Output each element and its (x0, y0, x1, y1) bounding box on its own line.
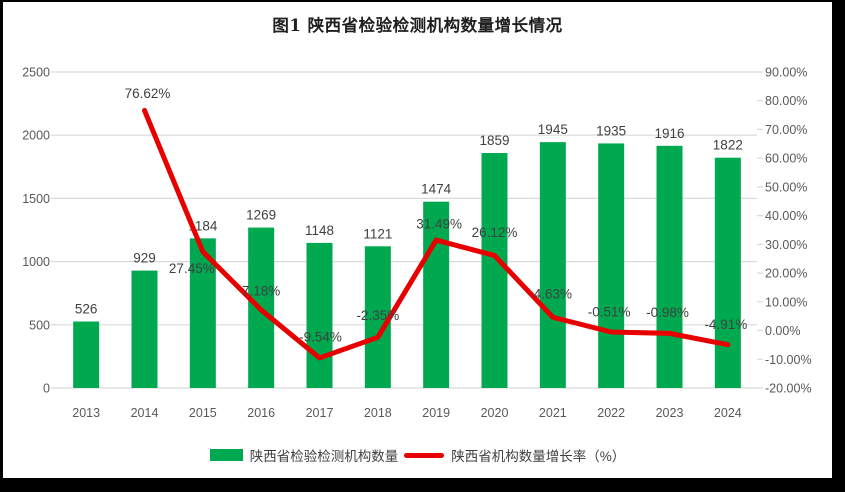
right-axis-tick-label: 20.00% (765, 267, 807, 281)
rate-value-label: -0.98% (646, 305, 689, 320)
rate-value-label: -2.35% (356, 308, 399, 323)
rate-value-label: 27.45% (169, 261, 215, 276)
x-axis-year-label: 2018 (364, 406, 392, 420)
x-axis-year-label: 2021 (539, 406, 567, 420)
bar-2023 (656, 145, 683, 388)
rate-value-label: 26.12% (472, 225, 518, 240)
left-axis-tick-label: 1000 (22, 255, 50, 269)
rate-value-label: 4.63% (534, 287, 572, 302)
rate-value-label: 31.49% (416, 217, 462, 232)
x-axis-year-label: 2024 (714, 406, 742, 420)
right-axis-tick-label: 60.00% (765, 152, 807, 166)
bar-2024 (714, 157, 741, 388)
x-axis-year-label: 2022 (597, 406, 625, 420)
bar-value-label: 929 (133, 251, 156, 266)
bar-value-label: 1935 (596, 123, 626, 138)
right-axis-tick-label: -10.00% (765, 353, 812, 367)
left-axis-tick-label: 500 (29, 318, 50, 332)
right-axis-tick-label: 50.00% (765, 180, 807, 194)
legend-label-bar-series: 陕西省检验检测机构数量 (249, 449, 399, 464)
x-axis-year-label: 2013 (72, 406, 100, 420)
left-axis-tick-label: 1500 (22, 192, 50, 206)
bar-2014 (131, 270, 158, 388)
bar-2020 (481, 153, 508, 388)
rate-value-label: 7.18% (242, 283, 280, 298)
bar-value-label: 1121 (363, 226, 392, 241)
rate-value-label: -0.51% (588, 305, 631, 320)
legend-item-bar-series: 陕西省检验检测机构数量 (209, 445, 399, 465)
x-axis-year-label: 2023 (656, 406, 684, 420)
bar-series-swatch-icon (209, 449, 243, 461)
x-axis-year-label: 2019 (422, 406, 450, 420)
bar-2019 (423, 201, 450, 388)
right-axis-tick-label: 70.00% (765, 123, 807, 137)
bar-value-label: 1822 (713, 138, 743, 153)
right-axis-tick-label: 10.00% (765, 295, 807, 309)
bar-2018 (364, 246, 391, 388)
bar-value-label: 1148 (305, 223, 334, 238)
chart-legend: 陕西省检验检测机构数量 陕西省机构数量增长率（%） (3, 445, 832, 465)
x-axis-year-label: 2017 (306, 406, 334, 420)
bar-2022 (598, 143, 625, 388)
bar-2017 (306, 242, 333, 388)
rate-value-label: -9.54% (299, 329, 342, 344)
right-axis-tick-label: 30.00% (765, 238, 807, 252)
right-axis-tick-label: 40.00% (765, 209, 807, 223)
bar-value-label: 526 (75, 302, 98, 317)
bar-value-label: 1945 (538, 122, 568, 137)
chart-title: 图1 陕西省检验检测机构数量增长情况 (272, 16, 563, 35)
legend-label-line-series: 陕西省机构数量增长率（%） (451, 449, 626, 464)
legend-item-line-series: 陕西省机构数量增长率（%） (404, 445, 625, 465)
left-axis-tick-label: 2500 (22, 66, 50, 80)
right-axis-tick-label: 80.00% (765, 94, 807, 108)
bar-value-label: 1474 (421, 182, 452, 197)
x-axis-year-label: 2016 (247, 406, 275, 420)
rate-value-label: 76.62% (125, 86, 171, 101)
x-axis-year-label: 2014 (131, 406, 159, 420)
right-axis-tick-label: 90.00% (765, 66, 807, 80)
right-axis-tick-label: 0.00% (765, 324, 800, 338)
growth-rate-line (142, 107, 731, 361)
bar-2013 (73, 321, 100, 388)
bar-value-label: 1859 (479, 133, 509, 148)
x-axis-year-label: 2020 (481, 406, 509, 420)
bar-2021 (539, 142, 566, 388)
chart-canvas: 0 500 1000 1500 2000 2500 -20.00% -10.00% 0.00% 1… (22, 66, 812, 421)
bar-value-label: 1269 (246, 208, 276, 223)
line-series-swatch-icon (404, 452, 445, 458)
left-axis-tick-label: 0 (43, 382, 50, 396)
right-axis-tick-label: -20.00% (765, 382, 812, 396)
rate-value-label: -4.91% (704, 317, 747, 332)
x-axis-year-label: 2015 (189, 406, 217, 420)
bar-value-label: 1916 (654, 126, 684, 141)
left-axis-tick-label: 2000 (22, 129, 50, 143)
